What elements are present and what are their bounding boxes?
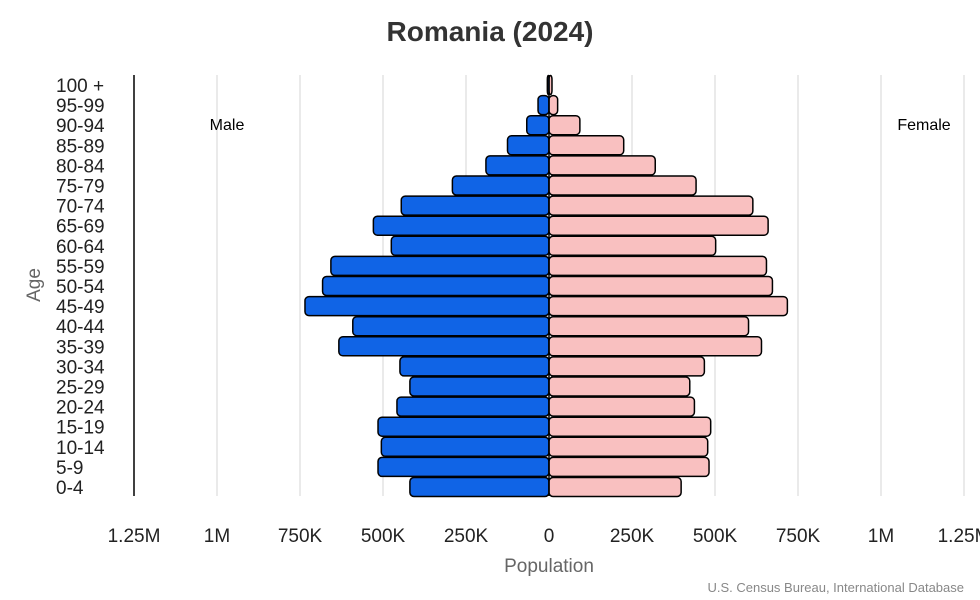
bar-male-95-99 — [537, 94, 550, 116]
bar-male-80-84 — [485, 155, 550, 176]
bar-female-15-19 — [548, 416, 712, 437]
bar-female-40-44 — [548, 315, 750, 337]
x-tick-label: 750K — [278, 526, 323, 547]
y-tick-label: 45-49 — [56, 297, 105, 318]
bar-female-85-89 — [548, 135, 625, 156]
source-note: U.S. Census Bureau, International Databa… — [707, 580, 964, 595]
legend-female: Female — [897, 117, 950, 134]
y-tick-label: 25-29 — [56, 378, 105, 399]
bar-female-20-24 — [548, 396, 696, 417]
bar-male-0-4 — [409, 476, 550, 498]
bar-male-90-94 — [526, 114, 550, 136]
y-tick-label: 75-79 — [56, 177, 105, 198]
bar-female-70-74 — [548, 195, 754, 216]
x-axis-title: Population — [504, 556, 594, 577]
y-tick-label: 95-99 — [56, 96, 105, 117]
y-tick-label: 90-94 — [56, 116, 105, 137]
bar-male-5-9 — [377, 456, 550, 478]
bar-female-35-39 — [548, 336, 763, 357]
bar-male-45-49 — [304, 295, 550, 317]
y-tick-label: 0-4 — [56, 478, 84, 499]
bar-male-35-39 — [338, 336, 550, 357]
x-tick-label: 500K — [361, 526, 406, 547]
y-tick-label: 80-84 — [56, 156, 105, 177]
bar-female-5-9 — [548, 456, 710, 478]
bar-male-65-69 — [372, 215, 550, 236]
bar-female-25-29 — [548, 376, 691, 397]
bar-male-15-19 — [377, 416, 550, 437]
y-tick-label: 60-64 — [56, 237, 105, 258]
y-tick-label: 70-74 — [56, 197, 105, 218]
y-axis-title: Age — [24, 268, 45, 302]
bar-male-30-34 — [399, 356, 550, 377]
bar-female-0-4 — [548, 476, 682, 498]
bar-female-90-94 — [548, 114, 581, 136]
bar-male-50-54 — [321, 275, 550, 297]
x-tick-label: 750K — [776, 526, 821, 547]
x-tick-label: 250K — [444, 526, 489, 547]
y-tick-label: 20-24 — [56, 398, 105, 419]
y-tick-label: 40-44 — [56, 317, 105, 338]
bar-female-50-54 — [548, 275, 774, 297]
bar-female-95-99 — [548, 94, 559, 116]
x-tick-labels: 1.25M 1M 750K 500K 250K 0 250K 500K 750K 1M 1.25M — [108, 526, 980, 547]
legend-male: Male — [210, 117, 245, 134]
y-tick-labels: 0-45-910-1415-1920-2425-2930-3435-3940-4… — [56, 76, 105, 499]
y-tick-label: 15-19 — [56, 418, 105, 439]
y-tick-label: 85-89 — [56, 136, 105, 157]
bar-male-40-44 — [352, 315, 550, 337]
bar-female-55-59 — [548, 255, 768, 277]
y-tick-label: 30-34 — [56, 357, 105, 378]
y-tick-label: 35-39 — [56, 337, 105, 358]
bars — [304, 74, 789, 498]
y-tick-label: 5-9 — [56, 458, 83, 479]
bar-male-25-29 — [409, 376, 550, 397]
y-tick-label: 55-59 — [56, 257, 105, 278]
x-tick-label: 1M — [204, 526, 230, 547]
bar-female-80-84 — [548, 155, 656, 176]
bar-female-45-49 — [548, 295, 789, 317]
chart-title: Romania (2024) — [387, 16, 594, 47]
bar-male-10-14 — [380, 436, 550, 458]
bar-female-60-64 — [548, 235, 717, 257]
y-tick-label: 50-54 — [56, 277, 105, 298]
y-tick-label: 65-69 — [56, 217, 105, 238]
x-tick-label: 500K — [693, 526, 738, 547]
bar-male-60-64 — [390, 235, 550, 257]
bar-female-10-14 — [548, 436, 709, 458]
bar-female-30-34 — [548, 356, 706, 377]
x-tick-label: 1.25M — [938, 526, 980, 547]
bar-male-85-89 — [506, 135, 550, 156]
x-tick-label: 0 — [544, 526, 555, 547]
bar-male-55-59 — [330, 255, 550, 277]
bar-male-20-24 — [396, 396, 550, 417]
bar-male-70-74 — [400, 195, 550, 216]
x-tick-label: 1M — [868, 526, 894, 547]
x-tick-label: 1.25M — [108, 526, 161, 547]
x-tick-label: 250K — [610, 526, 655, 547]
bar-male-75-79 — [451, 175, 550, 196]
bar-female-65-69 — [548, 215, 769, 236]
bar-female-75-79 — [548, 175, 697, 196]
y-tick-label: 100 + — [56, 76, 104, 97]
y-tick-label: 10-14 — [56, 438, 105, 459]
